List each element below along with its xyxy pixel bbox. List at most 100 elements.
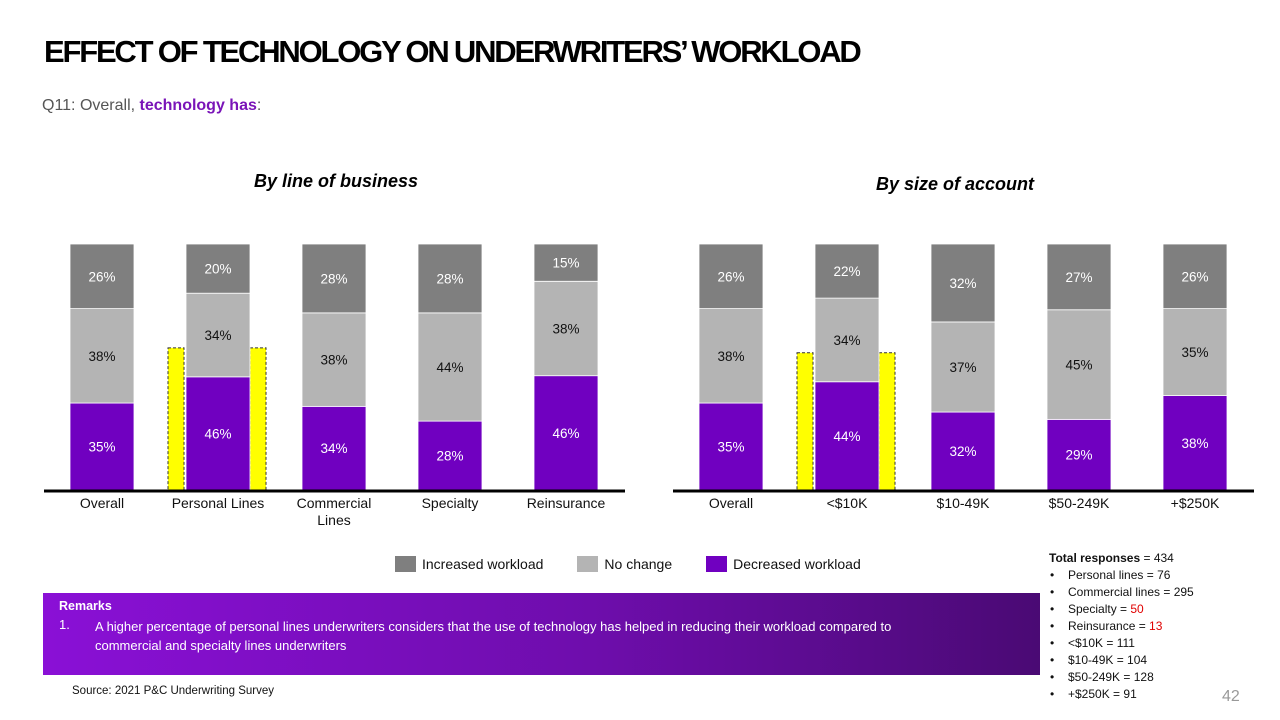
responses-item: Reinsurance = 13 — [1049, 618, 1194, 635]
bar-segment — [930, 243, 996, 323]
data-label: 34% — [204, 328, 231, 343]
category-label: +$250K — [1171, 495, 1220, 511]
responses-item-value: 13 — [1149, 619, 1163, 633]
data-label: 37% — [949, 360, 976, 375]
responses-panel: Total responses = 434 Personal lines = 7… — [1049, 550, 1194, 703]
bar-segment — [533, 243, 599, 282]
data-label: 38% — [320, 353, 347, 368]
stacked-bar-charts: 35% 38% 26% Overall 46% 34% 20% Personal Lines 3… — [44, 243, 1254, 528]
responses-item: Personal lines = 76 — [1049, 567, 1194, 584]
category-label: $10-49K — [937, 495, 991, 511]
legend-swatch-no-change — [577, 556, 599, 572]
highlight-marker — [249, 347, 267, 491]
bar-segment — [301, 312, 367, 407]
bar-segment — [1162, 308, 1228, 396]
remarks-box: Remarks 1. A higher percentage of person… — [43, 593, 1040, 675]
category-label: Specialty — [422, 495, 479, 511]
bar-segment — [698, 308, 764, 404]
data-label: 46% — [204, 426, 231, 441]
category-label: Commercial — [297, 495, 372, 511]
responses-item-label: <$10K = — [1068, 636, 1117, 650]
responses-item-label: Specialty = — [1068, 602, 1131, 616]
data-label: 26% — [1181, 269, 1208, 284]
data-label: 35% — [1181, 345, 1208, 360]
data-label: 46% — [552, 426, 579, 441]
subtitle-suffix: : — [256, 97, 262, 114]
highlight-marker — [167, 347, 185, 491]
data-label: 15% — [552, 256, 579, 271]
data-label: 28% — [436, 271, 463, 286]
category-label: $50-249K — [1049, 495, 1110, 511]
remarks-item-text: A higher percentage of personal lines un… — [95, 619, 892, 653]
remarks-item: 1. A higher percentage of personal lines… — [59, 617, 1024, 655]
responses-item-value: 91 — [1123, 687, 1137, 701]
responses-item-label: Reinsurance = — [1068, 619, 1150, 633]
bar-segment — [69, 308, 135, 404]
data-label: 26% — [88, 269, 115, 284]
source-note: Source: 2021 P&C Underwriting Survey — [72, 685, 274, 697]
responses-item-value: 50 — [1130, 602, 1144, 616]
responses-item-label: $50-249K = — [1068, 670, 1134, 684]
data-label: 38% — [1181, 436, 1208, 451]
legend-label-increased: Increased workload — [422, 556, 544, 572]
bar-segment — [698, 243, 764, 310]
category-label: Overall — [709, 495, 753, 511]
legend-label-no-change: No change — [604, 556, 673, 572]
responses-item: Commercial lines = 295 — [1049, 584, 1194, 601]
data-label: 44% — [436, 360, 463, 375]
bar-segment — [814, 381, 880, 491]
responses-item-value: 128 — [1133, 670, 1154, 684]
chart-title-line-of-business: By line of business — [253, 171, 419, 191]
responses-total-value: = 434 — [1140, 551, 1174, 565]
bar-segment — [533, 375, 599, 491]
bar-segment — [930, 321, 996, 413]
data-label: 34% — [833, 333, 860, 348]
highlight-marker — [796, 352, 814, 491]
data-label: 28% — [436, 449, 463, 464]
bar-segment — [185, 292, 251, 378]
chart-title-size-of-account: By size of account — [875, 174, 1035, 194]
responses-item: $50-249K = 128 — [1049, 669, 1194, 686]
responses-item: Specialty = 50 — [1049, 601, 1194, 618]
responses-item-value: 76 — [1157, 568, 1171, 582]
bar-segment — [69, 243, 135, 310]
bar-segment — [1162, 395, 1228, 491]
bar-segment — [301, 405, 367, 491]
subtitle-highlight: technology has — [139, 97, 257, 114]
data-label: 29% — [1065, 448, 1092, 463]
remarks-item-number: 1. — [59, 617, 70, 632]
responses-item: <$10K = 111 — [1049, 635, 1194, 652]
legend-swatch-increased — [395, 556, 416, 572]
responses-list: Personal lines = 76Commercial lines = 29… — [1049, 567, 1194, 703]
category-label: Personal Lines — [172, 495, 265, 511]
data-label: 32% — [949, 444, 976, 459]
legend-item-decreased: Decreased workload — [706, 556, 861, 572]
question-subtitle: Q11: Overall, technology has: — [42, 97, 261, 115]
page-number: 42 — [1222, 688, 1240, 705]
bar-segment — [417, 243, 483, 314]
bar-segment — [185, 376, 251, 491]
data-label: 45% — [1065, 358, 1092, 373]
data-label: 35% — [717, 440, 744, 455]
responses-item-value: 295 — [1173, 585, 1194, 599]
legend-label-decreased: Decreased workload — [733, 556, 861, 572]
remarks-heading: Remarks — [59, 599, 112, 613]
legend-item-no-change: No change — [577, 556, 672, 572]
data-label: 38% — [717, 349, 744, 364]
legend-item-increased: Increased workload — [395, 556, 543, 572]
data-label: 28% — [320, 271, 347, 286]
data-label: 20% — [204, 262, 231, 277]
responses-item-label: $10-49K = — [1068, 653, 1128, 667]
responses-total: Total responses = 434 — [1049, 550, 1194, 567]
responses-item: $10-49K = 104 — [1049, 652, 1194, 669]
responses-item-value: 111 — [1116, 636, 1135, 650]
highlight-marker — [878, 352, 896, 491]
bar-segment — [185, 243, 251, 294]
responses-item-label: Personal lines = — [1068, 568, 1158, 582]
data-label: 34% — [320, 441, 347, 456]
data-label: 44% — [833, 429, 860, 444]
category-label: Lines — [317, 512, 350, 528]
bar-segment — [814, 243, 880, 299]
bar-segment — [698, 402, 764, 491]
responses-item-value: 104 — [1127, 653, 1148, 667]
